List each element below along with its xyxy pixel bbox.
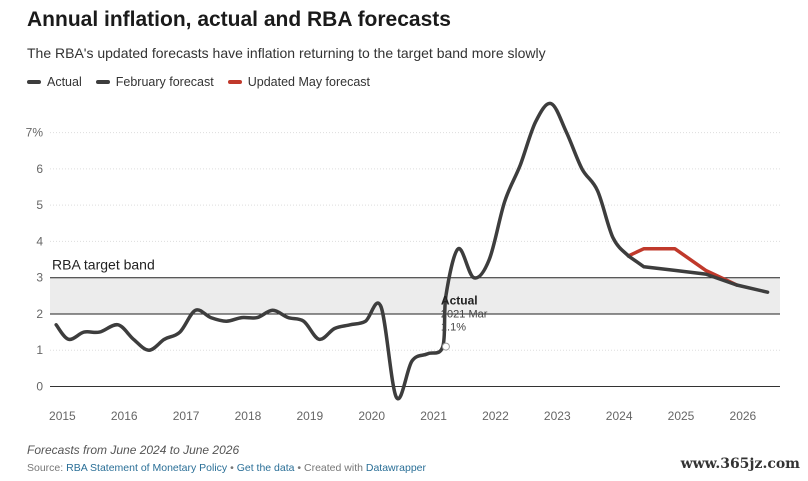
legend-label-may-forecast: Updated May forecast xyxy=(247,75,371,89)
annotation-marker xyxy=(441,342,450,351)
legend-swatch-actual xyxy=(27,80,41,84)
target-band-label: RBA target band xyxy=(52,257,155,273)
annotation-date: 2021 Mar xyxy=(441,309,488,321)
series-may-forecast-line xyxy=(626,246,739,287)
footer-created-with: • Created with xyxy=(294,462,366,474)
x-tick-label: 2020 xyxy=(358,409,385,423)
target-band-layer: RBA target band xyxy=(50,257,780,315)
chart-legend: Actual February forecast Updated May for… xyxy=(27,75,370,89)
line-chart: RBA target band 2015 2016 2017 2018 2019 2020… xyxy=(26,101,780,423)
legend-item-may-forecast: Updated May forecast xyxy=(227,75,371,89)
x-axis: 2015 2016 2017 2018 2019 2020 2021 2022 2023 2024… xyxy=(49,409,757,423)
datawrapper-link[interactable]: Datawrapper xyxy=(365,462,426,474)
y-tick-label: 3 xyxy=(36,271,43,285)
series-actual-line xyxy=(54,101,631,401)
chart-notes: Forecasts from June 2024 to June 2026 xyxy=(27,443,240,457)
y-axis: 0 1 2 3 4 5 6 7% xyxy=(26,126,44,394)
y-tick-label: 1 xyxy=(36,343,43,357)
footer-separator: • xyxy=(227,462,237,474)
x-tick-label: 2022 xyxy=(482,409,509,423)
y-tick-label: 6 xyxy=(36,162,43,176)
x-tick-label: 2015 xyxy=(49,409,76,423)
legend-item-actual: Actual xyxy=(27,75,82,89)
legend-item-february-forecast: February forecast xyxy=(95,75,214,89)
x-tick-label: 2023 xyxy=(544,409,571,423)
series-february-forecast-line xyxy=(626,254,770,294)
x-tick-label: 2018 xyxy=(235,409,262,423)
legend-label-actual: Actual xyxy=(47,75,82,89)
x-tick-label: 2025 xyxy=(668,409,695,423)
chart-subtitle: The RBA's updated forecasts have inflati… xyxy=(27,45,546,61)
source-prefix: Source: xyxy=(27,462,67,474)
x-tick-label: 2016 xyxy=(111,409,138,423)
y-tick-label: 2 xyxy=(36,307,43,321)
legend-swatch-february-forecast xyxy=(95,80,110,84)
x-tick-label: 2017 xyxy=(173,409,200,423)
source-link[interactable]: RBA Statement of Monetary Policy xyxy=(66,462,228,474)
legend-swatch-may-forecast xyxy=(227,80,242,84)
y-tick-label: 5 xyxy=(36,198,43,212)
x-tick-label: 2021 xyxy=(420,409,447,423)
x-tick-label: 2026 xyxy=(730,409,757,423)
watermark: www.365jz.com xyxy=(680,456,800,472)
legend-label-february-forecast: February forecast xyxy=(115,75,214,89)
x-tick-label: 2019 xyxy=(296,409,323,423)
chart-title: Annual inflation, actual and RBA forecas… xyxy=(27,8,451,31)
annotation-value: 1.1% xyxy=(441,322,466,334)
y-tick-label: 0 xyxy=(36,379,43,393)
chart-footer: Source: RBA Statement of Monetary Policy… xyxy=(27,462,426,474)
get-data-link[interactable]: Get the data xyxy=(236,462,295,474)
target-band xyxy=(50,277,780,314)
series-layer xyxy=(54,101,770,401)
y-tick-label: 4 xyxy=(36,234,43,248)
x-tick-label: 2024 xyxy=(606,409,633,423)
y-tick-label: 7% xyxy=(26,126,44,140)
annotation-title: Actual xyxy=(441,294,478,308)
gridlines xyxy=(50,132,780,387)
